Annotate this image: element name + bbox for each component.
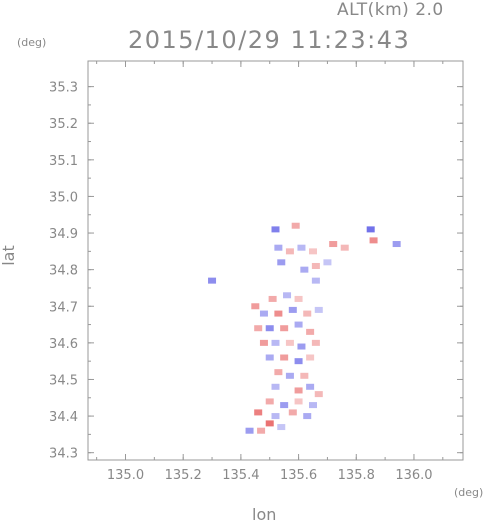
chart-timestamp: 2015/10/29 11:23:43: [128, 26, 411, 54]
data-point: [265, 420, 274, 427]
y-tick-label: 35.3: [49, 81, 78, 96]
data-point: [294, 398, 303, 405]
data-point: [297, 244, 306, 251]
data-point: [285, 248, 294, 255]
y-tick-label: 34.4: [49, 410, 78, 425]
data-point: [265, 354, 274, 361]
x-tick-label: 135.6: [280, 468, 317, 483]
x-axis-unit: (deg): [454, 486, 484, 499]
data-point: [259, 310, 268, 317]
axis-ticks: [88, 61, 463, 460]
data-point: [297, 343, 306, 350]
data-point: [274, 310, 283, 317]
data-point: [306, 383, 315, 390]
data-point: [285, 339, 294, 346]
data-point: [251, 303, 260, 310]
x-tick-label: 135.8: [338, 468, 375, 483]
x-tick-label: 135.0: [107, 468, 144, 483]
data-point: [271, 413, 280, 420]
data-point: [271, 226, 280, 233]
data-point: [257, 427, 266, 434]
data-point: [309, 402, 317, 409]
data-point: [280, 325, 289, 332]
data-point: [303, 310, 312, 317]
y-tick-label: 35.2: [49, 117, 78, 132]
data-point: [274, 369, 283, 376]
data-point: [294, 358, 303, 365]
data-point: [277, 424, 286, 431]
data-point: [314, 306, 323, 313]
data-point: [254, 325, 263, 332]
data-point: [303, 413, 312, 420]
y-tick-label: 35.1: [49, 154, 78, 169]
data-point: [323, 259, 332, 266]
data-point: [283, 292, 292, 299]
data-point: [271, 383, 280, 390]
y-tick-label: 35.0: [49, 190, 78, 205]
x-tick-labels: 135.0 135.2 135.4 135.6 135.8 136.0: [107, 468, 433, 483]
data-points: [208, 222, 401, 434]
data-point: [329, 241, 338, 248]
y-tick-label: 34.8: [49, 264, 78, 279]
data-point: [311, 262, 320, 269]
data-point: [245, 427, 254, 434]
x-axis-label: lon: [252, 505, 277, 524]
data-point: [271, 339, 280, 346]
data-point: [392, 241, 401, 248]
y-tick-label: 34.5: [49, 373, 78, 388]
data-point: [300, 266, 309, 273]
altitude-label: ALT(km) 2.0: [337, 0, 444, 20]
data-point: [268, 295, 277, 302]
data-point: [369, 237, 378, 244]
data-point: [291, 222, 300, 229]
data-point: [294, 387, 303, 394]
data-point: [254, 409, 263, 416]
x-tick-label: 136.0: [395, 468, 432, 483]
y-tick-label: 34.3: [49, 447, 78, 462]
data-point: [294, 321, 303, 328]
data-point: [300, 372, 309, 379]
y-axis-unit: (deg): [17, 36, 47, 49]
y-tick-labels: 34.3 34.4 34.5 34.6 34.7 34.8 34.9 35.0 35.1 35.2…: [49, 81, 78, 462]
y-tick-label: 34.6: [49, 337, 78, 352]
x-tick-label: 135.2: [165, 468, 202, 483]
data-point: [306, 328, 315, 335]
data-point: [259, 339, 268, 346]
data-point: [285, 372, 294, 379]
data-point: [265, 325, 274, 332]
data-point: [366, 226, 375, 233]
data-point: [306, 354, 315, 361]
data-point: [280, 402, 289, 409]
data-point: [311, 339, 320, 346]
data-point: [314, 391, 323, 398]
data-point: [280, 354, 289, 361]
data-point: [277, 259, 286, 266]
data-point: [274, 244, 283, 251]
data-point: [288, 306, 297, 313]
data-point: [311, 277, 320, 284]
data-point: [340, 244, 349, 251]
plot-frame: [87, 60, 464, 461]
data-point: [309, 248, 317, 255]
data-point: [288, 409, 297, 416]
data-point: [265, 398, 274, 405]
y-tick-label: 34.9: [49, 227, 78, 242]
data-point: [294, 295, 303, 302]
y-tick-label: 34.7: [49, 300, 78, 315]
x-tick-label: 135.4: [222, 468, 259, 483]
data-point: [208, 277, 217, 284]
